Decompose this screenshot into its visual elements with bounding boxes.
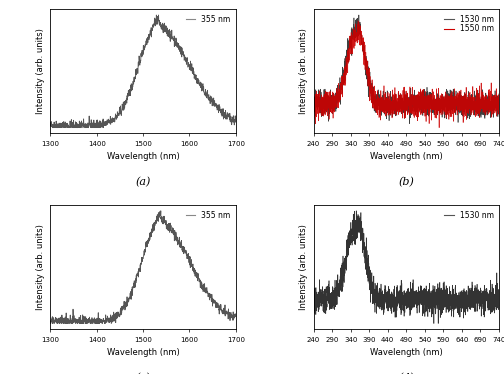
Y-axis label: Intensity (arb. units): Intensity (arb. units): [36, 224, 45, 310]
Legend: 1530 nm: 1530 nm: [443, 209, 495, 221]
Legend: 1530 nm, 1550 nm: 1530 nm, 1550 nm: [443, 13, 495, 35]
X-axis label: Wavelength (nm): Wavelength (nm): [107, 153, 179, 162]
Y-axis label: Intensity (arb. units): Intensity (arb. units): [299, 28, 308, 114]
X-axis label: Wavelength (nm): Wavelength (nm): [370, 348, 443, 357]
X-axis label: Wavelength (nm): Wavelength (nm): [107, 348, 179, 357]
X-axis label: Wavelength (nm): Wavelength (nm): [370, 153, 443, 162]
Y-axis label: Intensity (arb. units): Intensity (arb. units): [299, 224, 308, 310]
Text: (b): (b): [398, 177, 414, 187]
Legend: 355 nm: 355 nm: [184, 209, 232, 221]
Y-axis label: Intensity (arb. units): Intensity (arb. units): [36, 28, 45, 114]
Text: (c): (c): [136, 373, 151, 374]
Text: (d): (d): [398, 373, 414, 374]
Legend: 355 nm: 355 nm: [184, 13, 232, 25]
Text: (a): (a): [136, 177, 151, 187]
